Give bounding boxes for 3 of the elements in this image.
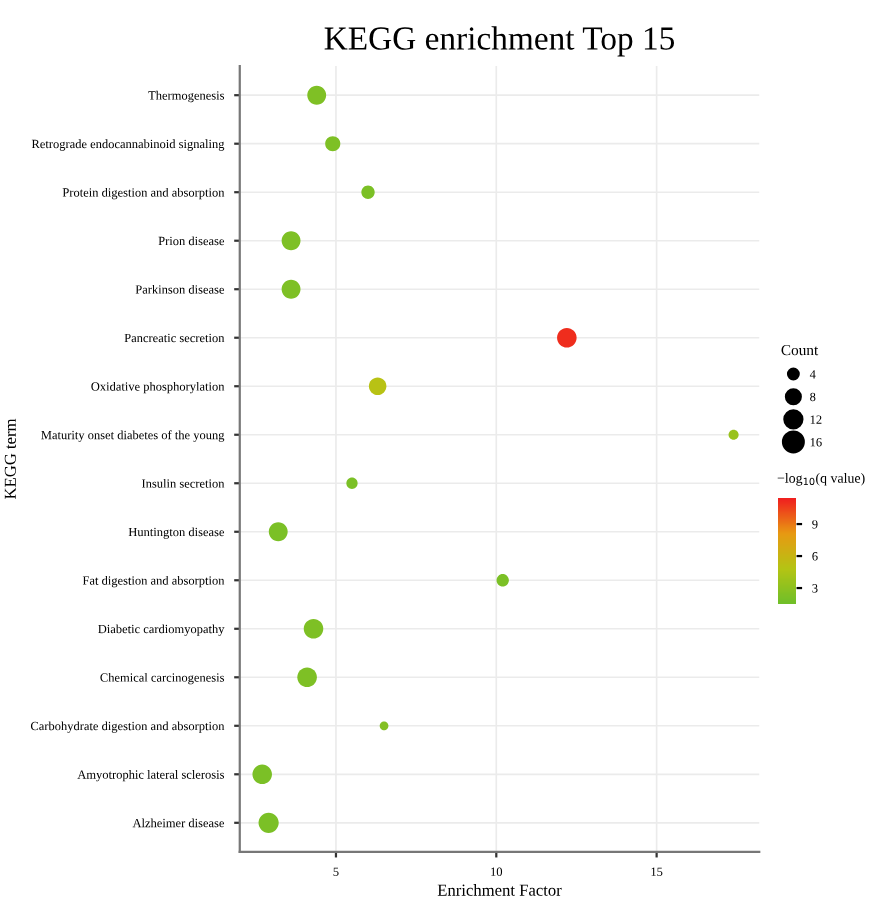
chart-title: KEGG enrichment Top 15 [324,26,675,57]
x-axis-title: Enrichment Factor [437,884,562,896]
y-axis-title: KEGG term [4,418,16,500]
